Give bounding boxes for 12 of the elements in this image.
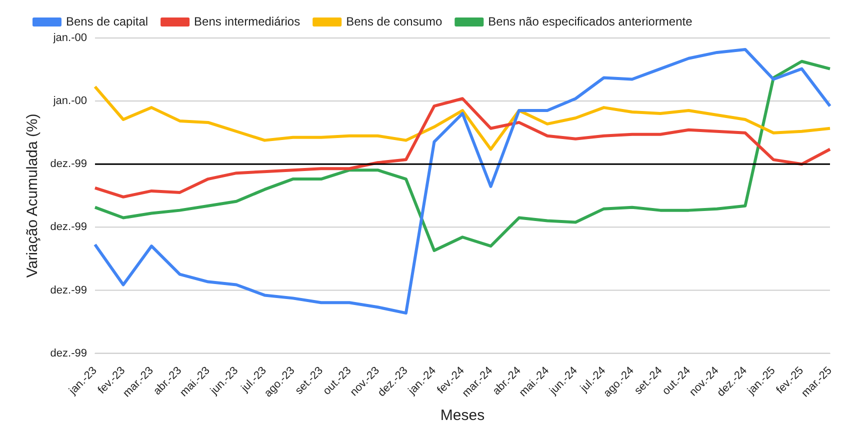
text: jan.-00 [52,32,87,44]
x-axis-title: Meses [440,407,485,424]
text: jan.-00 [52,95,87,108]
text: dez.-99 [50,221,87,234]
text: dez.-99 [50,284,87,296]
text: dez.-99 [50,347,87,360]
y-axis-title: Variação Acumulada (%) [24,114,42,278]
text: dez.-99 [50,158,87,170]
legend-label: Bens de capital [66,14,148,28]
legend-label: Bens não especificados anteriormente [488,14,693,28]
legend-label: Bens intermediários [194,14,300,28]
legend-label: Bens de consumo [346,14,442,28]
